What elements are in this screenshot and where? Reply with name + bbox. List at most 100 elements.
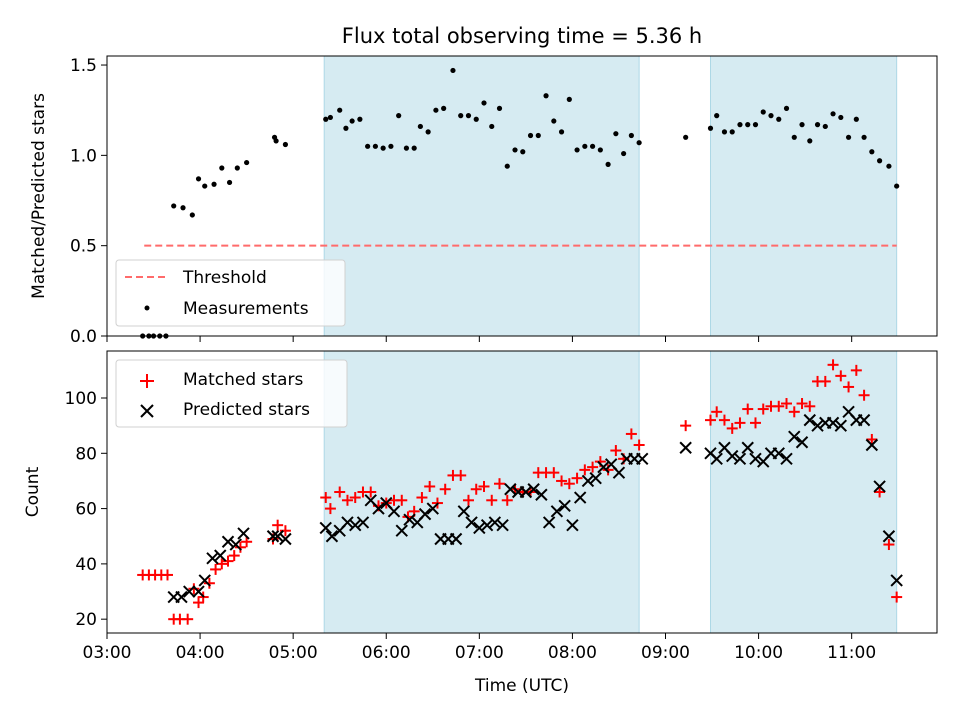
measurement-point (582, 143, 588, 149)
legend-matched-swatch (140, 374, 154, 388)
y-tick-label: 100 (65, 389, 97, 409)
measurement-point (566, 96, 572, 102)
x-axis-label: Time (UTC) (474, 676, 569, 696)
top-y-axis-ticks: 0.0 0.5 1.0 1.5 (70, 56, 107, 347)
x-tick-label: 05:00 (269, 643, 318, 663)
measurement-point (760, 109, 766, 115)
measurement-point (357, 116, 363, 122)
shaded-interval (323, 350, 640, 634)
predicted-star-point (480, 518, 494, 532)
measurement-point (433, 107, 439, 113)
matched-star-point (548, 467, 560, 479)
measurement-point (543, 93, 549, 99)
top-x-axis-ticks (106, 336, 853, 342)
predicted-star-point (229, 538, 242, 551)
measurement-point (621, 150, 627, 157)
measurement-point (504, 163, 510, 169)
matched-star-point (462, 494, 474, 506)
matched-star-point (819, 375, 831, 387)
matched-star-point (804, 400, 816, 412)
measurement-point (273, 138, 279, 144)
predicted-star-point (473, 521, 486, 535)
measurement-point (737, 122, 743, 128)
measurement-point (327, 114, 334, 121)
matched-star-point (726, 422, 738, 434)
measurement-point (799, 122, 805, 128)
matched-star-point (182, 613, 194, 625)
measurement-point (372, 143, 378, 149)
predicted-star-point (612, 466, 626, 479)
predicted-star-point (198, 574, 211, 587)
matched-star-point (228, 550, 240, 562)
measurement-point (441, 105, 447, 111)
matched-star-point (883, 539, 895, 551)
measurement-point (714, 113, 720, 119)
predicted-star-point (266, 530, 280, 543)
predicted-star-point (325, 530, 339, 543)
measurement-point (450, 67, 456, 74)
measurement-point (411, 145, 417, 151)
measurement-point (886, 163, 892, 169)
predicted-star-point (749, 452, 762, 466)
top-y-axis-label: Matched/Predicted stars (29, 93, 49, 299)
predicted-star-point (550, 505, 564, 518)
measurement-point (365, 143, 371, 149)
predicted-star-point (795, 436, 809, 449)
predicted-star-point (726, 449, 739, 463)
matched-star-point (279, 525, 291, 537)
measurement-point (745, 122, 751, 128)
measurement-point (527, 132, 534, 139)
measurement-point (589, 143, 596, 149)
matched-star-point (439, 483, 451, 495)
measurement-point (349, 118, 355, 124)
matched-star-point (188, 583, 200, 595)
predicted-star-point (733, 452, 747, 466)
measurement-point (574, 147, 580, 153)
legend-measurement-label: Measurements (183, 299, 309, 319)
matched-star-point (858, 389, 870, 401)
predicted-star-point (780, 452, 793, 466)
measurement-point (707, 125, 714, 131)
matched-star-point (850, 364, 862, 376)
predicted-star-point (457, 505, 471, 518)
x-tick-label: 03:00 (83, 643, 132, 663)
bottom-legend: Matched stars Predicted stars (115, 359, 348, 428)
measurement-point (628, 132, 634, 139)
measurement-point (171, 203, 177, 209)
predicted-star-point (356, 516, 370, 529)
predicted-star-point (504, 483, 517, 496)
measurement-point (830, 111, 836, 117)
measurement-point (729, 129, 735, 135)
bottom-y-axis-ticks: 20 40 60 80 100 (65, 389, 107, 630)
matched-star-point (718, 414, 730, 426)
predicted-star-point (488, 516, 502, 529)
top-axes-frame (106, 55, 938, 337)
x-tick-label: 06:00 (362, 643, 411, 663)
top-panel: 0.0 0.5 1.0 1.5 Matched/Predicted stars Thr… (29, 55, 938, 347)
measurement-point (195, 176, 202, 182)
y-tick-label: 60 (75, 500, 97, 520)
measurement-point (776, 116, 782, 122)
measurement-point (244, 159, 250, 166)
predicted-star-point (581, 474, 595, 488)
legend-threshold-label: Threshold (182, 268, 267, 288)
predicted-star-point (710, 452, 723, 466)
measurement-point (894, 183, 900, 189)
matched-star-point (827, 359, 839, 371)
matched-star-point (563, 478, 575, 490)
predicted-star-point (527, 483, 540, 496)
shaded-interval (323, 55, 640, 337)
measurement-point (396, 113, 402, 119)
matched-star-point (478, 480, 490, 492)
measurement-point (219, 165, 225, 171)
matched-star-point (162, 569, 174, 581)
predicted-star-point (496, 518, 509, 532)
predicted-star-point (183, 585, 196, 598)
bottom-legend-box (115, 359, 348, 428)
predicted-star-point (418, 507, 432, 521)
matched-star-point (781, 398, 793, 410)
y-tick-label: 0.5 (70, 237, 97, 257)
matched-star-point (571, 472, 583, 484)
matched-star-point (734, 417, 746, 429)
